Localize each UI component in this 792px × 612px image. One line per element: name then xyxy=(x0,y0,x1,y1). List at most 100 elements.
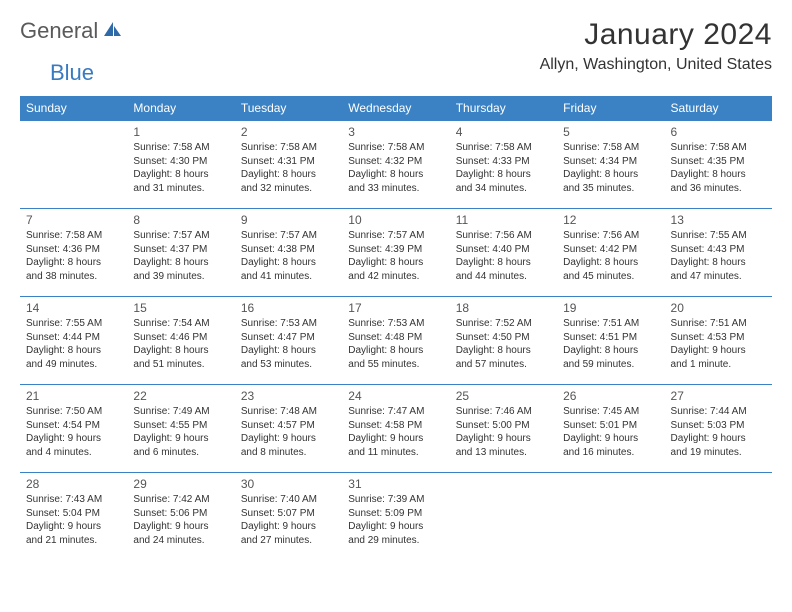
daylight-text: Daylight: 8 hours xyxy=(241,256,336,270)
logo-text-general: General xyxy=(20,18,98,44)
daylight-text: and 57 minutes. xyxy=(456,358,551,372)
daylight-text: Daylight: 8 hours xyxy=(241,344,336,358)
sunset-text: Sunset: 4:43 PM xyxy=(671,243,766,257)
daylight-text: Daylight: 9 hours xyxy=(241,520,336,534)
daylight-text: and 39 minutes. xyxy=(133,270,228,284)
sunset-text: Sunset: 5:06 PM xyxy=(133,507,228,521)
sunrise-text: Sunrise: 7:49 AM xyxy=(133,405,228,419)
day-cell: 12Sunrise: 7:56 AMSunset: 4:42 PMDayligh… xyxy=(557,209,664,297)
sunrise-text: Sunrise: 7:57 AM xyxy=(348,229,443,243)
day-number: 18 xyxy=(456,300,551,316)
day-cell: 24Sunrise: 7:47 AMSunset: 4:58 PMDayligh… xyxy=(342,385,449,473)
day-header-thursday: Thursday xyxy=(450,96,557,121)
day-header-saturday: Saturday xyxy=(665,96,772,121)
day-cell: 25Sunrise: 7:46 AMSunset: 5:00 PMDayligh… xyxy=(450,385,557,473)
day-cell: 29Sunrise: 7:42 AMSunset: 5:06 PMDayligh… xyxy=(127,473,234,561)
sunset-text: Sunset: 4:34 PM xyxy=(563,155,658,169)
daylight-text: and 19 minutes. xyxy=(671,446,766,460)
daylight-text: Daylight: 8 hours xyxy=(133,344,228,358)
month-title: January 2024 xyxy=(540,18,772,52)
daylight-text: and 42 minutes. xyxy=(348,270,443,284)
sunset-text: Sunset: 5:04 PM xyxy=(26,507,121,521)
day-cell: 9Sunrise: 7:57 AMSunset: 4:38 PMDaylight… xyxy=(235,209,342,297)
sunrise-text: Sunrise: 7:46 AM xyxy=(456,405,551,419)
day-cell: 14Sunrise: 7:55 AMSunset: 4:44 PMDayligh… xyxy=(20,297,127,385)
daylight-text: and 36 minutes. xyxy=(671,182,766,196)
logo-sail-icon xyxy=(102,20,122,43)
day-number: 4 xyxy=(456,124,551,140)
day-cell: 6Sunrise: 7:58 AMSunset: 4:35 PMDaylight… xyxy=(665,121,772,209)
daylight-text: and 38 minutes. xyxy=(26,270,121,284)
sunrise-text: Sunrise: 7:48 AM xyxy=(241,405,336,419)
day-number: 12 xyxy=(563,212,658,228)
daylight-text: Daylight: 9 hours xyxy=(671,432,766,446)
sunrise-text: Sunrise: 7:51 AM xyxy=(563,317,658,331)
sunrise-text: Sunrise: 7:58 AM xyxy=(563,141,658,155)
day-number: 10 xyxy=(348,212,443,228)
day-cell xyxy=(557,473,664,561)
logo: General xyxy=(20,18,124,44)
day-cell: 22Sunrise: 7:49 AMSunset: 4:55 PMDayligh… xyxy=(127,385,234,473)
sunrise-text: Sunrise: 7:53 AM xyxy=(348,317,443,331)
day-number: 6 xyxy=(671,124,766,140)
sunset-text: Sunset: 4:42 PM xyxy=(563,243,658,257)
daylight-text: Daylight: 9 hours xyxy=(456,432,551,446)
day-header-friday: Friday xyxy=(557,96,664,121)
week-row: 14Sunrise: 7:55 AMSunset: 4:44 PMDayligh… xyxy=(20,297,772,385)
daylight-text: and 34 minutes. xyxy=(456,182,551,196)
sunrise-text: Sunrise: 7:56 AM xyxy=(563,229,658,243)
day-number: 8 xyxy=(133,212,228,228)
daylight-text: Daylight: 9 hours xyxy=(26,432,121,446)
sunrise-text: Sunrise: 7:55 AM xyxy=(26,317,121,331)
day-number: 3 xyxy=(348,124,443,140)
daylight-text: and 59 minutes. xyxy=(563,358,658,372)
sunrise-text: Sunrise: 7:55 AM xyxy=(671,229,766,243)
logo-text-blue: Blue xyxy=(50,60,94,86)
daylight-text: and 8 minutes. xyxy=(241,446,336,460)
sunrise-text: Sunrise: 7:40 AM xyxy=(241,493,336,507)
day-number: 16 xyxy=(241,300,336,316)
day-number: 7 xyxy=(26,212,121,228)
day-number: 9 xyxy=(241,212,336,228)
day-number: 21 xyxy=(26,388,121,404)
day-header-sunday: Sunday xyxy=(20,96,127,121)
location: Allyn, Washington, United States xyxy=(540,56,772,74)
day-cell: 17Sunrise: 7:53 AMSunset: 4:48 PMDayligh… xyxy=(342,297,449,385)
daylight-text: and 44 minutes. xyxy=(456,270,551,284)
day-cell: 19Sunrise: 7:51 AMSunset: 4:51 PMDayligh… xyxy=(557,297,664,385)
day-header-row: Sunday Monday Tuesday Wednesday Thursday… xyxy=(20,96,772,121)
calendar-body: 1Sunrise: 7:58 AMSunset: 4:30 PMDaylight… xyxy=(20,121,772,561)
daylight-text: Daylight: 8 hours xyxy=(26,256,121,270)
day-number: 22 xyxy=(133,388,228,404)
sunset-text: Sunset: 5:09 PM xyxy=(348,507,443,521)
sunrise-text: Sunrise: 7:52 AM xyxy=(456,317,551,331)
day-number: 13 xyxy=(671,212,766,228)
day-cell: 11Sunrise: 7:56 AMSunset: 4:40 PMDayligh… xyxy=(450,209,557,297)
day-cell: 23Sunrise: 7:48 AMSunset: 4:57 PMDayligh… xyxy=(235,385,342,473)
daylight-text: and 53 minutes. xyxy=(241,358,336,372)
daylight-text: Daylight: 8 hours xyxy=(133,168,228,182)
day-cell: 15Sunrise: 7:54 AMSunset: 4:46 PMDayligh… xyxy=(127,297,234,385)
day-cell: 21Sunrise: 7:50 AMSunset: 4:54 PMDayligh… xyxy=(20,385,127,473)
day-number: 14 xyxy=(26,300,121,316)
daylight-text: and 49 minutes. xyxy=(26,358,121,372)
daylight-text: and 29 minutes. xyxy=(348,534,443,548)
daylight-text: Daylight: 9 hours xyxy=(26,520,121,534)
daylight-text: Daylight: 8 hours xyxy=(456,344,551,358)
sunset-text: Sunset: 4:37 PM xyxy=(133,243,228,257)
week-row: 7Sunrise: 7:58 AMSunset: 4:36 PMDaylight… xyxy=(20,209,772,297)
sunrise-text: Sunrise: 7:58 AM xyxy=(26,229,121,243)
day-header-monday: Monday xyxy=(127,96,234,121)
day-number: 1 xyxy=(133,124,228,140)
daylight-text: and 55 minutes. xyxy=(348,358,443,372)
daylight-text: Daylight: 8 hours xyxy=(26,344,121,358)
sunset-text: Sunset: 4:33 PM xyxy=(456,155,551,169)
daylight-text: Daylight: 9 hours xyxy=(348,432,443,446)
day-number: 24 xyxy=(348,388,443,404)
daylight-text: Daylight: 8 hours xyxy=(241,168,336,182)
day-cell: 2Sunrise: 7:58 AMSunset: 4:31 PMDaylight… xyxy=(235,121,342,209)
day-number: 28 xyxy=(26,476,121,492)
daylight-text: and 41 minutes. xyxy=(241,270,336,284)
daylight-text: and 32 minutes. xyxy=(241,182,336,196)
daylight-text: and 11 minutes. xyxy=(348,446,443,460)
